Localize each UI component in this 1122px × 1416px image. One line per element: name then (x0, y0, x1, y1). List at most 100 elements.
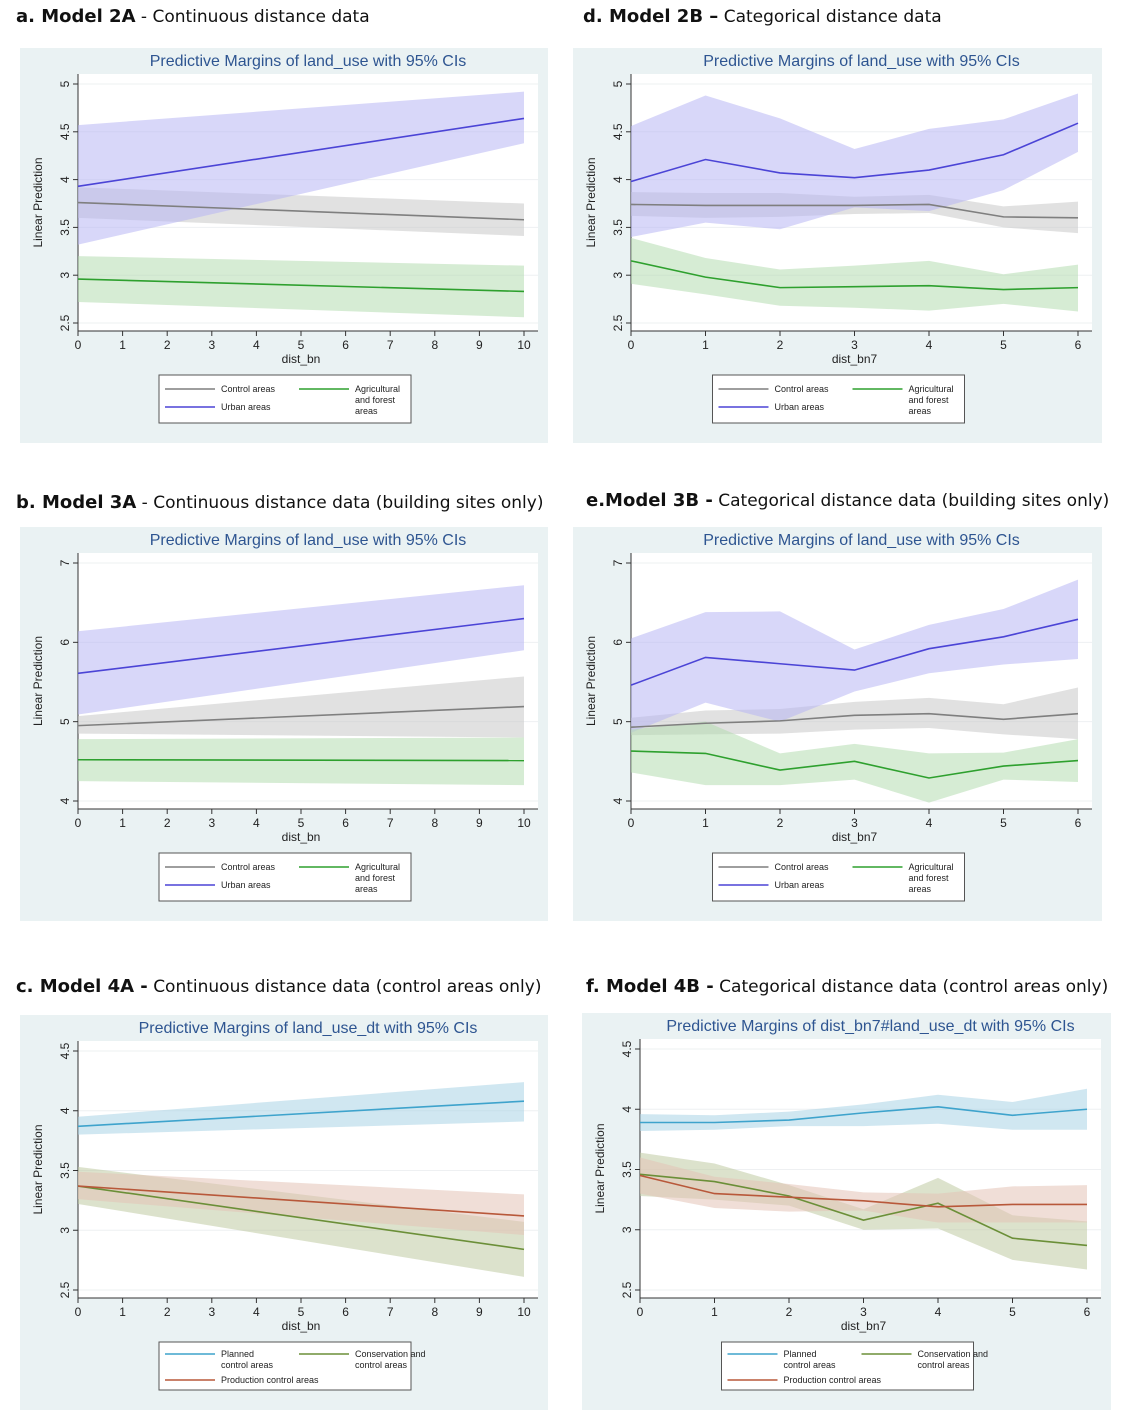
y-tick-label: 2.5 (58, 314, 72, 331)
legend-label: Agricultural and forest areas (909, 384, 954, 416)
legend-label: Agricultural and forest areas (355, 862, 400, 894)
x-tick-label: 0 (75, 338, 82, 352)
x-tick-label: 4 (926, 338, 933, 352)
legend-label-line: Control areas (221, 384, 276, 394)
caption-label: f. Model 4B - (586, 976, 714, 997)
x-tick-label: 5 (298, 816, 305, 830)
x-tick-label: 10 (517, 338, 531, 352)
legend-label: Production control areas (784, 1375, 882, 1385)
x-axis-label: dist_bn (282, 1319, 321, 1333)
caption-text: Categorical distance data (723, 7, 942, 27)
legend-label: Agricultural and forest areas (909, 862, 954, 894)
series-line (77, 1185, 525, 1251)
x-tick-label: 4 (253, 816, 260, 830)
legend-label-line: Planned (784, 1349, 817, 1359)
x-tick-label: 8 (431, 816, 438, 830)
x-tick-label: 2 (786, 1305, 793, 1319)
series-line (630, 122, 1079, 183)
y-tick-label: 3.5 (611, 219, 625, 236)
legend-label-line: Control areas (775, 862, 830, 872)
ci-band (631, 93, 1078, 237)
legend-label: Control areas (221, 862, 276, 872)
legend-label: Conservation and control areas (355, 1349, 426, 1370)
series-line (77, 758, 525, 762)
caption-text: - Continuous distance data (building sit… (141, 493, 544, 513)
caption-label: d. Model 2B – (583, 6, 719, 27)
y-tick-label: 5 (611, 80, 625, 87)
y-tick-label: 4 (58, 797, 72, 804)
ci-band (631, 687, 1078, 740)
legend: Control areas Agricultural and forest areas… (712, 374, 965, 424)
x-tick-label: 1 (711, 1305, 718, 1319)
legend-label: Control areas (221, 384, 276, 394)
x-tick-label: 2 (777, 338, 784, 352)
y-tick-label: 3.5 (58, 1162, 72, 1179)
x-tick-label: 8 (431, 1305, 438, 1319)
legend-label-line: Agricultural (909, 862, 954, 872)
ci-band (640, 1088, 1087, 1131)
y-tick-label: 4.5 (611, 123, 625, 140)
panel-caption: f. Model 4B - Categorical distance data … (586, 976, 1108, 997)
series-line (77, 201, 525, 221)
x-tick-label: 7 (387, 1305, 394, 1319)
y-tick-label: 3 (620, 1226, 634, 1233)
x-tick-label: 1 (702, 338, 709, 352)
y-axis-label: Linear Prediction (31, 636, 45, 726)
legend-label-line: Agricultural (355, 384, 400, 394)
chart-area: Predictive Margins of land_use_dt with 9… (20, 1015, 548, 1410)
x-tick-label: 1 (119, 338, 126, 352)
y-tick-label: 4 (58, 176, 72, 183)
y-tick-label: 6 (611, 639, 625, 646)
x-tick-label: 9 (476, 1305, 483, 1319)
ci-band (78, 676, 524, 738)
x-tick-label: 7 (387, 338, 394, 352)
y-tick-label: 2.5 (58, 1281, 72, 1298)
legend-label-line: and forest (355, 873, 396, 883)
legend-label-line: Urban areas (775, 402, 825, 412)
x-tick-label: 0 (628, 338, 635, 352)
chart-svg: Predictive Margins of land_use with 95% … (584, 532, 1092, 902)
chart-title: Predictive Margins of land_use_dt with 9… (139, 1020, 478, 1037)
legend-label-line: Urban areas (221, 880, 271, 890)
y-tick-label: 5 (58, 80, 72, 87)
x-tick-label: 7 (387, 816, 394, 830)
y-tick-label: 5 (58, 718, 72, 725)
x-tick-label: 10 (517, 1305, 531, 1319)
series-line (630, 618, 1079, 686)
legend-label: Control areas (775, 862, 830, 872)
panel-caption: a. Model 2A - Continuous distance data (16, 6, 370, 27)
caption-label: c. Model 4A - (16, 976, 148, 997)
legend-box (712, 852, 965, 902)
x-tick-label: 4 (935, 1305, 942, 1319)
ci-band (631, 237, 1078, 312)
caption-text: Continuous distance data (control areas … (153, 977, 542, 997)
legend-label-line: areas (355, 884, 378, 894)
x-tick-label: 2 (164, 338, 171, 352)
legend-box (712, 374, 965, 424)
legend-label-line: Conservation and (355, 1349, 426, 1359)
series-line (630, 203, 1079, 219)
x-tick-label: 5 (1000, 338, 1007, 352)
panel-caption: b. Model 3A - Continuous distance data (… (16, 492, 543, 513)
legend-label: Planned control areas (221, 1349, 274, 1370)
x-tick-label: 10 (517, 816, 531, 830)
ci-band (78, 737, 524, 786)
x-tick-label: 0 (637, 1305, 644, 1319)
series-line (630, 750, 1079, 779)
panel-caption: c. Model 4A - Continuous distance data (… (16, 976, 541, 997)
y-tick-label: 4.5 (58, 123, 72, 140)
x-tick-label: 9 (476, 338, 483, 352)
legend-label-line: and forest (355, 395, 396, 405)
x-tick-label: 0 (75, 816, 82, 830)
legend-label-line: Agricultural (355, 862, 400, 872)
x-tick-label: 1 (702, 816, 709, 830)
x-tick-label: 3 (860, 1305, 867, 1319)
y-axis-label: Linear Prediction (31, 1124, 45, 1214)
legend-box (158, 852, 412, 902)
panel-caption: d. Model 2B – Categorical distance data (583, 6, 942, 27)
legend-label: Agricultural and forest areas (355, 384, 400, 416)
series-line (77, 1185, 525, 1217)
y-axis-label: Linear Prediction (584, 636, 598, 726)
x-axis-label: dist_bn7 (832, 830, 878, 844)
legend-label-line: Production control areas (221, 1375, 319, 1385)
